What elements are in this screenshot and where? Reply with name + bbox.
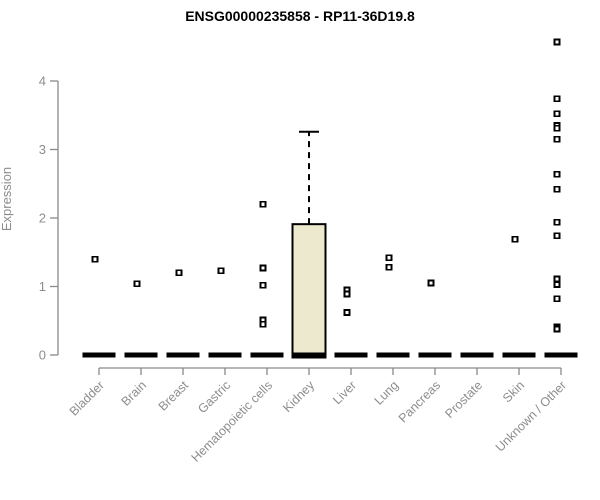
data-point — [553, 38, 561, 46]
data-point — [343, 290, 351, 298]
x-tick-label: Hematopoietic cells — [189, 378, 276, 465]
y-tick-label: 2 — [39, 211, 46, 226]
y-tick-label: 3 — [39, 142, 46, 157]
data-point — [385, 263, 393, 271]
data-point — [553, 185, 561, 193]
data-point — [175, 269, 183, 277]
y-tick-label: 0 — [39, 348, 46, 363]
data-point — [427, 279, 435, 287]
median-bar — [544, 352, 578, 358]
data-point — [553, 95, 561, 103]
x-tick-label: Skin — [500, 378, 527, 405]
y-tick-label: 1 — [39, 279, 46, 294]
data-point — [553, 232, 561, 240]
median-bar — [460, 352, 494, 358]
data-point — [259, 200, 267, 208]
data-point — [553, 170, 561, 178]
data-point — [259, 281, 267, 289]
x-tick-label: Breast — [156, 378, 192, 414]
data-point — [553, 135, 561, 143]
median-bar — [376, 352, 410, 358]
median-bar — [334, 352, 368, 358]
chart-title: ENSG00000235858 - RP11-36D19.8 — [185, 8, 415, 24]
data-point — [133, 280, 141, 288]
data-point — [91, 255, 99, 263]
data-point — [553, 281, 561, 288]
median-bar — [250, 352, 284, 358]
data-point — [385, 254, 393, 262]
median-bar — [502, 352, 536, 358]
x-tick-label: Prostate — [442, 378, 485, 421]
median-bar — [418, 352, 452, 358]
data-point — [553, 295, 561, 303]
y-tick-label: 4 — [39, 74, 46, 89]
x-tick-label: Brain — [119, 378, 150, 409]
median-bar — [292, 352, 326, 358]
x-tick-label: Gastric — [195, 378, 233, 416]
x-tick-label: Liver — [330, 378, 359, 407]
median-bar — [82, 352, 116, 358]
x-tick-label: Pancreas — [396, 378, 443, 425]
median-bar — [208, 352, 242, 358]
data-point — [553, 275, 561, 283]
median-bar — [166, 352, 200, 358]
box-kidney — [291, 223, 327, 359]
data-point — [553, 110, 561, 118]
data-point — [343, 309, 351, 316]
x-tick-label: Lung — [372, 378, 402, 408]
x-tick-label: Unknown / Other — [493, 378, 569, 454]
median-bar — [124, 352, 158, 358]
data-point — [259, 320, 267, 328]
x-tick-label: Bladder — [67, 378, 107, 418]
data-point — [553, 325, 561, 333]
data-point — [511, 235, 519, 243]
data-point — [553, 218, 561, 226]
data-point — [553, 124, 561, 132]
x-tick-label: Kidney — [280, 378, 317, 415]
data-point — [217, 267, 225, 275]
data-point — [259, 264, 267, 272]
